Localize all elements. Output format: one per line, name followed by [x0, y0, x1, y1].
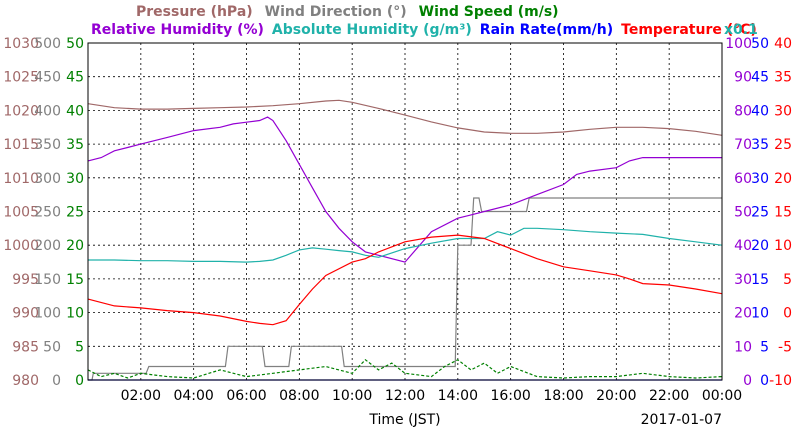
legend-entry: Wind Speed (m/s)	[419, 4, 559, 20]
series-line-wind-speed-m-s	[87, 359, 723, 379]
x-tick-label: 06:00	[226, 388, 266, 404]
x-tick-label: 04:00	[173, 388, 213, 404]
y-tick-label-relative-humidity: 60	[734, 171, 752, 187]
legend-entry: Wind Direction (°)	[265, 4, 407, 20]
y-tick-label-wind-speed: 45	[66, 70, 84, 86]
x-tick-label: 00:00	[702, 388, 742, 404]
y-tick-label-relative-humidity: 100	[725, 36, 752, 52]
y-tick-label-rain-rate: 45	[751, 70, 769, 86]
y-tick-label-wind-direction: 400	[34, 103, 61, 119]
x-tick-label: 20:00	[596, 388, 636, 404]
y-tick-label-wind-speed: 0	[75, 373, 84, 389]
legend-scale-note: x0.1	[724, 22, 758, 38]
y-tick-label-wind-direction: 350	[34, 137, 61, 153]
y-tick-label-temperature: 20	[774, 171, 792, 187]
x-tick-label: 14:00	[438, 388, 478, 404]
y-tick-label-temperature: 10	[774, 238, 792, 254]
y-tick-label-wind-direction: 0	[52, 373, 61, 389]
y-tick-label-rain-rate: 15	[751, 272, 769, 288]
y-tick-label-wind-direction: 500	[34, 36, 61, 52]
legend-entry: Pressure (hPa)	[136, 4, 253, 20]
x-tick-label: 08:00	[279, 388, 319, 404]
y-tick-label-temperature: -10	[769, 373, 792, 389]
legend-entry: Temperature (°C)	[621, 22, 757, 38]
y-tick-label-wind-speed: 50	[66, 36, 84, 52]
y-tick-label-temperature: 30	[774, 103, 792, 119]
y-tick-label-wind-speed: 40	[66, 103, 84, 119]
x-axis-label: Time (JST)	[368, 412, 440, 428]
y-tick-label-temperature: -5	[778, 339, 792, 355]
y-tick-label-relative-humidity: 10	[734, 339, 752, 355]
y-tick-label-relative-humidity: 0	[743, 373, 752, 389]
x-tick-label: 18:00	[543, 388, 583, 404]
plot-frame	[87, 42, 723, 381]
series-line-relative-humidity	[87, 116, 722, 263]
x-tick-label: 02:00	[121, 388, 161, 404]
y-tick-label-pressure: 1005	[3, 205, 39, 221]
y-tick-label-rain-rate: 40	[751, 103, 769, 119]
y-tick-label-pressure: 1020	[3, 103, 39, 119]
y-tick-label-rain-rate: 10	[751, 306, 769, 322]
y-tick-label-relative-humidity: 20	[734, 306, 752, 322]
y-tick-label-pressure: 1000	[3, 238, 39, 254]
legend-entry: Rain Rate(mm/h)	[480, 22, 613, 38]
y-tick-label-wind-speed: 25	[66, 205, 84, 221]
y-tick-label-wind-direction: 200	[34, 238, 61, 254]
y-tick-label-rain-rate: 25	[751, 205, 769, 221]
y-tick-label-pressure: 1015	[3, 137, 39, 153]
x-tick-label: 22:00	[649, 388, 689, 404]
y-tick-label-wind-speed: 35	[66, 137, 84, 153]
legend-entry: Relative Humidity (%)	[91, 22, 264, 38]
y-tick-label-pressure: 1025	[3, 70, 39, 86]
y-tick-label-pressure: 1010	[3, 171, 39, 187]
y-tick-label-pressure: 985	[12, 339, 39, 355]
y-tick-label-relative-humidity: 50	[734, 205, 752, 221]
y-tick-label-wind-direction: 150	[34, 272, 61, 288]
y-tick-label-temperature: 5	[783, 272, 792, 288]
legend-entry: Absolute Humidity (g/m³)	[272, 22, 472, 38]
series-line-pressure-hpa	[87, 99, 723, 136]
y-tick-label-pressure: 990	[12, 306, 39, 322]
y-tick-label-wind-direction: 450	[34, 70, 61, 86]
y-tick-label-pressure: 980	[12, 373, 39, 389]
y-tick-label-wind-speed: 5	[75, 339, 84, 355]
y-tick-label-wind-direction: 300	[34, 171, 61, 187]
y-tick-label-temperature: 0	[783, 306, 792, 322]
y-tick-label-temperature: 35	[774, 70, 792, 86]
chart-date: 2017-01-07	[641, 412, 722, 428]
y-tick-label-wind-speed: 15	[66, 272, 84, 288]
y-tick-label-relative-humidity: 30	[734, 272, 752, 288]
y-tick-label-rain-rate: 35	[751, 137, 769, 153]
y-tick-label-temperature: 15	[774, 205, 792, 221]
y-tick-label-rain-rate: 0	[760, 373, 769, 389]
series-line-wind-direction	[88, 197, 722, 381]
x-tick-label: 16:00	[490, 388, 530, 404]
y-tick-label-rain-rate: 5	[760, 339, 769, 355]
y-tick-label-wind-direction: 250	[34, 205, 61, 221]
y-tick-label-temperature: 40	[774, 36, 792, 52]
y-tick-label-wind-speed: 10	[66, 306, 84, 322]
y-tick-label-pressure: 995	[12, 272, 39, 288]
y-tick-label-rain-rate: 20	[751, 238, 769, 254]
y-tick-label-relative-humidity: 40	[734, 238, 752, 254]
y-tick-label-wind-speed: 30	[66, 171, 84, 187]
series-line-absolute-humidity-g-m	[88, 227, 723, 263]
y-tick-label-wind-direction: 50	[43, 339, 61, 355]
x-tick-label: 10:00	[332, 388, 372, 404]
y-tick-label-relative-humidity: 80	[734, 103, 752, 119]
y-tick-label-pressure: 1030	[3, 36, 39, 52]
y-tick-label-wind-speed: 20	[66, 238, 84, 254]
y-tick-label-relative-humidity: 70	[734, 137, 752, 153]
y-tick-label-wind-direction: 100	[34, 306, 61, 322]
x-tick-label: 12:00	[385, 388, 425, 404]
y-tick-label-relative-humidity: 90	[734, 70, 752, 86]
series-line-temperature-c	[87, 234, 723, 326]
y-tick-label-temperature: 25	[774, 137, 792, 153]
y-tick-label-rain-rate: 30	[751, 171, 769, 187]
y-tick-label-rain-rate: 50	[751, 36, 769, 52]
